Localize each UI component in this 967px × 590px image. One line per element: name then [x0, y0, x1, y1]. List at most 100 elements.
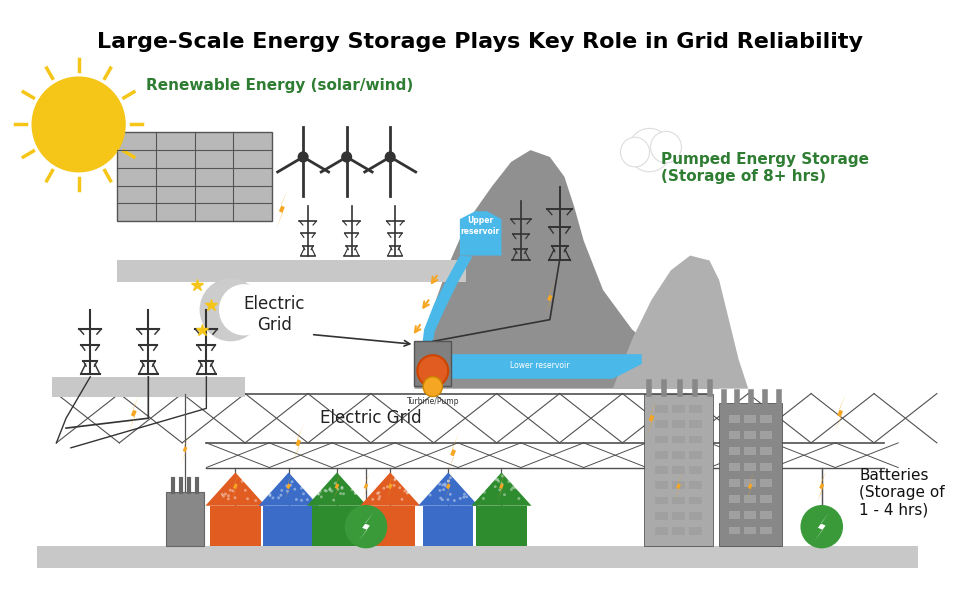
Circle shape: [386, 486, 389, 489]
Circle shape: [278, 496, 280, 499]
Circle shape: [269, 493, 272, 496]
Circle shape: [512, 486, 514, 489]
FancyBboxPatch shape: [745, 526, 756, 535]
Circle shape: [199, 278, 261, 342]
FancyBboxPatch shape: [672, 420, 685, 428]
FancyBboxPatch shape: [655, 405, 667, 412]
FancyBboxPatch shape: [745, 447, 756, 455]
Circle shape: [286, 490, 289, 493]
Text: Pumped Energy Storage
(Storage of 8+ hrs): Pumped Energy Storage (Storage of 8+ hrs…: [661, 152, 869, 185]
Circle shape: [247, 497, 249, 500]
Circle shape: [439, 497, 442, 500]
Circle shape: [442, 488, 445, 491]
Circle shape: [280, 489, 283, 492]
FancyBboxPatch shape: [745, 415, 756, 423]
Circle shape: [483, 491, 485, 494]
Circle shape: [293, 488, 296, 491]
Circle shape: [801, 505, 843, 548]
Circle shape: [224, 493, 227, 496]
Polygon shape: [444, 470, 453, 502]
Polygon shape: [419, 473, 479, 506]
Polygon shape: [181, 434, 190, 465]
FancyBboxPatch shape: [672, 481, 685, 489]
Circle shape: [331, 490, 334, 493]
FancyBboxPatch shape: [745, 495, 756, 503]
FancyBboxPatch shape: [760, 463, 772, 471]
Polygon shape: [284, 470, 293, 502]
Circle shape: [651, 132, 682, 163]
Circle shape: [458, 497, 461, 500]
Circle shape: [463, 493, 466, 496]
FancyBboxPatch shape: [728, 479, 741, 487]
Polygon shape: [231, 470, 240, 502]
Circle shape: [621, 137, 650, 167]
Circle shape: [494, 485, 497, 488]
Circle shape: [449, 493, 452, 496]
FancyBboxPatch shape: [366, 506, 416, 546]
FancyBboxPatch shape: [117, 261, 466, 282]
FancyBboxPatch shape: [424, 506, 474, 546]
Circle shape: [337, 488, 339, 491]
Circle shape: [300, 499, 303, 502]
Polygon shape: [362, 470, 370, 502]
Circle shape: [444, 484, 447, 487]
FancyBboxPatch shape: [728, 463, 741, 471]
Circle shape: [325, 490, 328, 493]
Polygon shape: [817, 470, 827, 502]
FancyBboxPatch shape: [745, 479, 756, 487]
Circle shape: [377, 497, 380, 500]
Circle shape: [448, 484, 451, 487]
Circle shape: [334, 482, 337, 485]
FancyBboxPatch shape: [728, 511, 741, 519]
Polygon shape: [544, 280, 555, 316]
Polygon shape: [746, 470, 755, 502]
FancyBboxPatch shape: [263, 506, 313, 546]
FancyBboxPatch shape: [728, 415, 741, 423]
Circle shape: [234, 496, 237, 499]
FancyBboxPatch shape: [760, 495, 772, 503]
Circle shape: [291, 480, 294, 483]
Polygon shape: [307, 473, 367, 506]
FancyBboxPatch shape: [760, 415, 772, 423]
FancyBboxPatch shape: [689, 451, 702, 458]
Circle shape: [418, 355, 449, 386]
Circle shape: [333, 499, 336, 502]
FancyBboxPatch shape: [760, 511, 772, 519]
Circle shape: [462, 496, 465, 499]
Circle shape: [285, 484, 288, 487]
FancyBboxPatch shape: [689, 527, 702, 535]
FancyBboxPatch shape: [728, 447, 741, 455]
FancyBboxPatch shape: [210, 506, 260, 546]
Circle shape: [302, 492, 305, 495]
Circle shape: [441, 499, 444, 502]
Text: Batteries
(Storage of
1 - 4 hrs): Batteries (Storage of 1 - 4 hrs): [860, 467, 945, 517]
Circle shape: [394, 477, 396, 480]
Polygon shape: [258, 473, 318, 506]
Circle shape: [441, 483, 444, 486]
FancyBboxPatch shape: [689, 512, 702, 520]
FancyBboxPatch shape: [672, 512, 685, 520]
FancyBboxPatch shape: [745, 431, 756, 439]
FancyBboxPatch shape: [311, 506, 363, 546]
Circle shape: [339, 492, 342, 495]
FancyBboxPatch shape: [689, 405, 702, 412]
Circle shape: [482, 497, 484, 500]
Circle shape: [306, 498, 308, 501]
Polygon shape: [646, 398, 658, 438]
FancyBboxPatch shape: [117, 132, 272, 221]
Circle shape: [241, 480, 244, 483]
FancyBboxPatch shape: [655, 420, 667, 428]
Circle shape: [386, 152, 396, 162]
Circle shape: [465, 495, 468, 498]
Circle shape: [340, 486, 343, 489]
Circle shape: [227, 497, 230, 500]
FancyBboxPatch shape: [51, 377, 245, 396]
Circle shape: [316, 492, 319, 495]
Circle shape: [340, 487, 343, 490]
Polygon shape: [448, 433, 459, 473]
Circle shape: [222, 494, 225, 497]
FancyBboxPatch shape: [655, 527, 667, 535]
Text: Large-Scale Energy Storage Plays Key Role in Grid Reliability: Large-Scale Energy Storage Plays Key Rol…: [98, 32, 864, 52]
Polygon shape: [276, 189, 287, 229]
Text: Turbine/Pump: Turbine/Pump: [406, 396, 459, 405]
